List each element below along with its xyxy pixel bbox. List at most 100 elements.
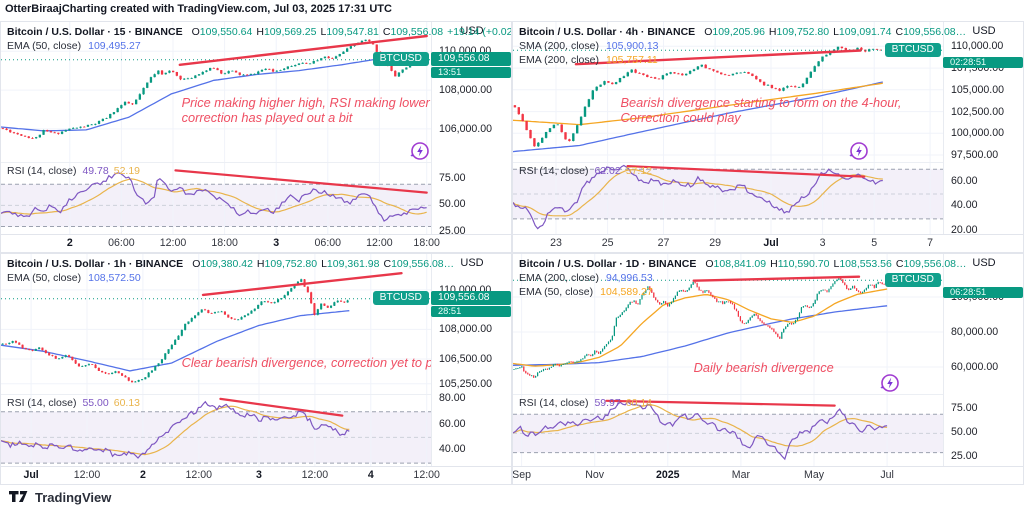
axis-currency-label[interactable]: USD	[972, 257, 996, 269]
time-tick-label: 12:00	[159, 237, 187, 249]
price-tick-label: 106,000.00	[439, 122, 493, 135]
rsi-legend[interactable]: RSI (14, close) 55.00 60.13	[7, 397, 141, 409]
rsi-pane-15m[interactable]: RSI (14, close) 49.78 52.19	[1, 162, 431, 235]
time-tick-label: Sep	[512, 469, 532, 481]
rsi-tick-label: 50.00	[439, 198, 466, 211]
price-tick-label: 106,500.00	[439, 353, 493, 366]
price-tick-label: 60,000.00	[951, 361, 999, 373]
chart-legend-15m[interactable]: Bitcoin / U.S. Dollar · 15 · BINANCE O109…	[7, 25, 512, 53]
time-axis[interactable]: Sep Nov 2025 Mar May Jul	[512, 466, 1023, 484]
time-tick-label: 12:00	[185, 469, 213, 481]
rsi-tick-label: 25.00	[439, 224, 466, 234]
symbol-title[interactable]: Bitcoin / U.S. Dollar · 4h · BINANCE	[519, 26, 696, 38]
chart-legend-1d[interactable]: Bitcoin / U.S. Dollar · 1D · BINANCE O108…	[519, 258, 967, 298]
rsi-pane-1d[interactable]: RSI (14, close) 59.97 60.14	[513, 394, 943, 467]
symbol-chip[interactable]: BTCUSD	[884, 42, 941, 57]
time-tick-label: 25	[601, 237, 614, 249]
rsi-pane-1h[interactable]: RSI (14, close) 55.00 60.13	[1, 394, 431, 467]
candlestick-chart-4h	[513, 22, 943, 162]
price-axis[interactable]: USD 110,000.00 108,000.00 106,500.00 105,25…	[431, 254, 511, 466]
tradingview-logo-icon[interactable]	[9, 489, 28, 507]
chart-panel-btcusd-1h[interactable]: Clear bearish divergence, correction yet…	[0, 253, 512, 485]
price-pane-1h[interactable]: Clear bearish divergence, correction yet…	[1, 254, 431, 394]
time-tick-label: 06:00	[314, 237, 342, 249]
time-tick-label: 4	[367, 469, 374, 481]
symbol-chip[interactable]: BTCUSD	[372, 52, 429, 67]
rsi-legend[interactable]: RSI (14, close) 49.78 52.19	[7, 165, 141, 177]
indicator-label[interactable]: EMA (50, close)	[7, 272, 82, 284]
symbol-chip[interactable]: BTCUSD	[372, 291, 429, 306]
time-axis[interactable]: 23 25 27 29 Jul 3 5 7	[513, 234, 1023, 252]
close-value: 109,556.08…	[903, 26, 967, 38]
low-value: 108,553.56	[839, 258, 892, 270]
chart-legend-4h[interactable]: Bitcoin / U.S. Dollar · 4h · BINANCE O109…	[519, 26, 967, 66]
bearish-divergence-annotation: Price making higher high, RSI making low…	[181, 94, 431, 125]
bearish-divergence-annotation: Clear bearish divergence, correction yet…	[181, 354, 431, 370]
indicator-label[interactable]: EMA (200, close)	[519, 272, 599, 284]
chart-panel-btcusd-4h[interactable]: Bearish divergence starting to form on t…	[512, 21, 1024, 253]
axis-currency-label[interactable]: USD	[460, 257, 484, 269]
open-value: 109,205.96	[712, 26, 765, 38]
flash-boost-icon[interactable]	[879, 373, 900, 394]
high-value: 109,752.80	[264, 258, 318, 270]
candlestick-chart-15m	[1, 22, 431, 162]
time-axis[interactable]: 2 06:00 12:00 18:00 3 06:00 12:00 18:00	[1, 234, 511, 252]
chart-panel-btcusd-1d[interactable]: Daily bearish divergence Bitcoin / U.S. …	[512, 253, 1024, 485]
flash-boost-icon[interactable]	[848, 141, 869, 162]
price-pane-4h[interactable]: Bearish divergence starting to form on t…	[513, 22, 943, 162]
price-tick-label: 100,000.00	[951, 127, 1005, 140]
time-tick-label: 3	[819, 237, 826, 249]
time-tick-label: 7	[927, 237, 934, 249]
time-tick-label: 3	[256, 469, 262, 481]
rsi-pane-4h[interactable]: RSI (14, close) 62.02 57.12	[513, 162, 943, 235]
time-axis[interactable]: Jul 12:00 2 12:00 3 12:00 4 12:00	[1, 466, 511, 484]
rsi-legend[interactable]: RSI (14, close) 59.97 60.14	[519, 397, 653, 409]
symbol-chip[interactable]: BTCUSD	[884, 272, 941, 287]
symbol-title[interactable]: Bitcoin / U.S. Dollar · 15 · BINANCE	[7, 26, 183, 38]
rsi-ma-value: 60.14	[625, 397, 653, 409]
open-value: 109,550.64	[199, 26, 253, 38]
price-pane-1d[interactable]: Daily bearish divergence	[513, 254, 943, 394]
bearish-divergence-annotation: Bearish divergence starting to form on t…	[620, 94, 902, 125]
symbol-title[interactable]: Bitcoin / U.S. Dollar · 1h · BINANCE	[7, 258, 184, 270]
rsi-tick-label: 20.00	[951, 224, 978, 234]
rsi-ma-value: 60.13	[113, 397, 141, 409]
indicator-label[interactable]: SMA (200, close)	[519, 40, 599, 52]
chart-legend-1h[interactable]: Bitcoin / U.S. Dollar · 1h · BINANCE O109…	[7, 258, 455, 284]
price-pane-15m[interactable]: Price making higher high, RSI making low…	[1, 22, 431, 162]
multichart-grid: Price making higher high, RSI making low…	[0, 21, 1024, 485]
indicator-label[interactable]: EMA (50, close)	[7, 40, 82, 52]
bar-countdown: 13:51	[431, 66, 511, 78]
rsi-tick-label: 75.00	[951, 402, 978, 415]
axis-currency-label[interactable]: USD	[972, 25, 996, 37]
change-value: +19.14 (+0.02%)	[447, 26, 512, 38]
price-tick-label: 80,000.00	[951, 326, 999, 338]
axis-currency-label[interactable]: USD	[460, 25, 484, 37]
time-tick-label: 2	[66, 237, 73, 249]
symbol-title[interactable]: Bitcoin / U.S. Dollar · 1D · BINANCE	[519, 258, 697, 270]
rsi-tick-label: 50.00	[951, 426, 978, 439]
time-tick-label: 2025	[656, 469, 680, 481]
bar-countdown: 02:28:51	[943, 57, 1023, 69]
indicator-label[interactable]: EMA (50, close)	[519, 286, 594, 298]
bearish-divergence-annotation: Daily bearish divergence	[693, 360, 834, 376]
tradingview-brand[interactable]: TradingView	[35, 490, 112, 505]
rsi-ma-value: 52.19	[113, 165, 141, 177]
last-price-value: 109,556.08	[431, 51, 511, 66]
time-tick-label: 12:00	[301, 469, 329, 481]
open-value: 109,380.42	[200, 258, 253, 270]
indicator-label[interactable]: EMA (200, close)	[519, 54, 599, 66]
time-tick-label: 12:00	[366, 237, 393, 249]
candlestick-chart-1h	[1, 254, 431, 394]
rsi-chart-4h	[513, 163, 943, 235]
time-tick-label: Jul	[23, 469, 39, 481]
rsi-tick-label: 40.00	[951, 199, 978, 212]
indicator-value: 108,572.50	[88, 272, 141, 284]
low-value: 109,547.81	[326, 26, 379, 38]
rsi-legend[interactable]: RSI (14, close) 62.02 57.12	[519, 165, 653, 177]
time-tick-label: Jul	[763, 237, 779, 249]
rsi-tick-label: 75.00	[439, 171, 466, 184]
flash-boost-icon[interactable]	[409, 141, 430, 162]
rsi-value: 59.97	[594, 397, 621, 409]
chart-panel-btcusd-15m[interactable]: Price making higher high, RSI making low…	[0, 21, 512, 253]
